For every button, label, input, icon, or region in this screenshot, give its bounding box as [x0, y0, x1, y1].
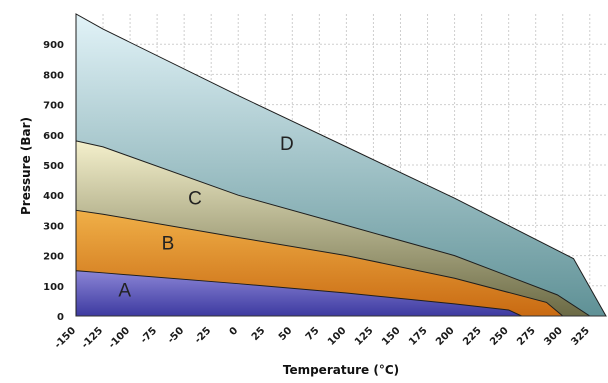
- region-label-a: A: [118, 280, 131, 301]
- y-tick-label: 200: [43, 252, 64, 263]
- x-tick-label: 325: [569, 325, 592, 348]
- x-tick-label: 50: [277, 325, 295, 343]
- x-tick-label: -25: [193, 325, 214, 346]
- x-axis-title: Temperature (°C): [283, 363, 399, 377]
- region-label-d: D: [280, 134, 294, 155]
- area-series: [75, 13, 607, 317]
- y-tick-label: 900: [43, 40, 64, 51]
- y-tick-label: 300: [43, 221, 64, 232]
- x-tick-label: 0: [228, 325, 241, 338]
- x-tick-label: 150: [380, 325, 403, 348]
- x-tick-label: -125: [80, 325, 106, 351]
- x-axis-ticks: -150 -125 -100 -75 -50 -25 0 25 50 75 100 125 150 175…: [53, 325, 592, 351]
- x-tick-label: 75: [304, 325, 322, 343]
- area-region-a: [75, 270, 522, 317]
- y-tick-label: 0: [57, 312, 64, 323]
- x-tick-label: -75: [139, 325, 160, 346]
- y-axis-ticks: 0 100 200 300 400 500 600 700 800 900: [43, 40, 64, 323]
- x-tick-label: 225: [461, 325, 484, 348]
- region-label-b: B: [162, 234, 175, 255]
- y-axis-title: Pressure (Bar): [19, 117, 33, 215]
- y-tick-label: 600: [43, 131, 64, 142]
- x-tick-label: 200: [434, 325, 457, 348]
- x-tick-label: 250: [488, 325, 511, 348]
- x-tick-label: 25: [250, 325, 268, 343]
- y-tick-label: 100: [43, 282, 64, 293]
- x-tick-label: -150: [53, 325, 79, 351]
- y-tick-label: 500: [43, 161, 64, 172]
- x-tick-label: 175: [407, 325, 430, 348]
- region-label-c: C: [188, 188, 202, 209]
- y-tick-label: 700: [43, 101, 64, 112]
- x-tick-label: 100: [326, 325, 349, 348]
- x-tick-label: 275: [515, 325, 538, 348]
- region-labels: A B C D: [118, 134, 293, 301]
- y-tick-label: 400: [43, 191, 64, 202]
- x-tick-label: 300: [542, 325, 565, 348]
- x-tick-label: -100: [107, 325, 133, 351]
- x-tick-label: 125: [353, 325, 376, 348]
- y-tick-label: 800: [43, 70, 64, 81]
- x-tick-label: -50: [166, 325, 187, 346]
